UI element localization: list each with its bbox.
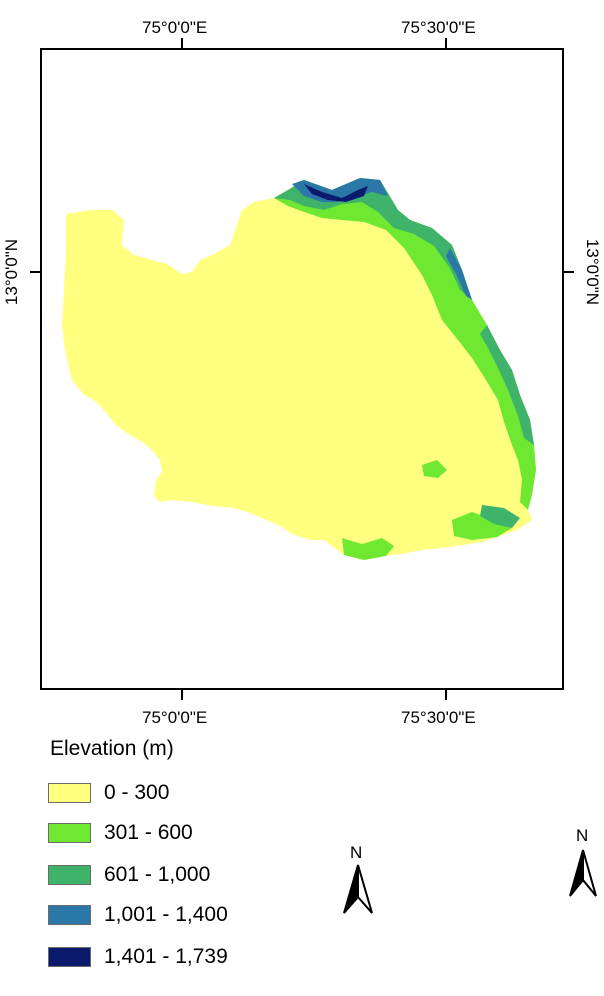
tick-right [564,271,574,273]
north-arrow-icon [340,863,376,919]
legend-label: 0 - 300 [104,781,169,805]
legend-swatch [48,865,91,885]
left-lat-label: 13°0'0"N [2,232,22,312]
legend-item: 301 - 600 [48,822,193,844]
north-arrow-icon [566,848,600,900]
legend-swatch [48,783,91,803]
bottom-lon-label-2: 75°30'0"E [401,708,476,728]
legend-label: 1,401 - 1,739 [104,945,228,969]
elevation-map [42,50,562,688]
tick-top-1 [181,38,183,48]
legend-title: Elevation (m) [50,737,174,761]
right-lat-label: 13°0'0"N [582,232,602,312]
north-arrow: N [566,826,600,901]
legend-swatch [48,905,91,925]
tick-bottom-1 [181,690,183,700]
north-letter: N [350,843,362,863]
legend-swatch [48,823,91,843]
legend-label: 301 - 600 [104,821,193,845]
tick-left [30,271,40,273]
legend-item: 0 - 300 [48,782,169,804]
north-arrow: N [340,843,376,918]
legend-item: 1,401 - 1,739 [48,946,228,968]
tick-bottom-2 [445,690,447,700]
legend-item: 1,001 - 1,400 [48,904,228,926]
region-lowland [62,178,536,560]
bottom-lon-label-1: 75°0'0"E [142,708,207,728]
north-letter: N [576,826,588,846]
legend-swatch [48,947,91,967]
top-lon-label-1: 75°0'0"E [142,18,207,38]
top-lon-label-2: 75°30'0"E [401,18,476,38]
legend-label: 1,001 - 1,400 [104,903,228,927]
legend-item: 601 - 1,000 [48,864,210,886]
tick-top-2 [445,38,447,48]
map-frame [40,48,564,690]
legend-label: 601 - 1,000 [104,863,210,887]
